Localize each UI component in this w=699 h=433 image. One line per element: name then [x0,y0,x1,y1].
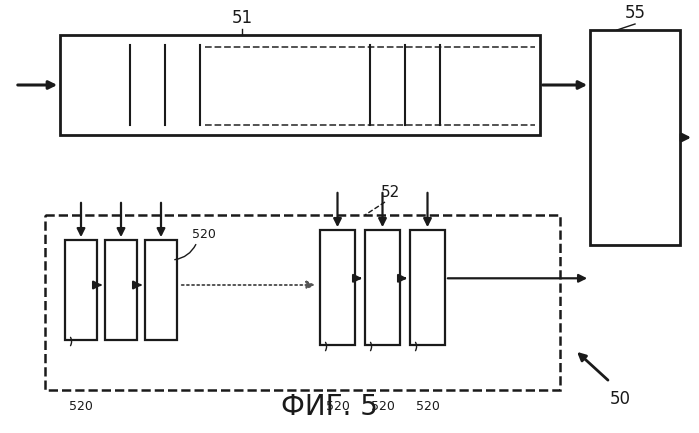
Text: 50: 50 [610,390,630,408]
Bar [105,240,137,340]
Bar [60,35,540,135]
Bar [365,230,400,345]
Text: 55: 55 [624,4,645,22]
Bar [45,215,560,390]
Bar [145,240,177,340]
Text: 520: 520 [326,400,350,413]
Text: ФИГ. 5: ФИГ. 5 [281,393,378,421]
Text: 51: 51 [232,9,253,27]
Bar [320,230,355,345]
Text: 520: 520 [192,228,216,241]
Bar [65,240,97,340]
Bar [590,30,680,245]
Text: 520: 520 [416,400,440,413]
Text: 520: 520 [69,400,93,413]
Text: 52: 52 [380,185,400,200]
Bar [410,230,445,345]
Text: 520: 520 [370,400,394,413]
